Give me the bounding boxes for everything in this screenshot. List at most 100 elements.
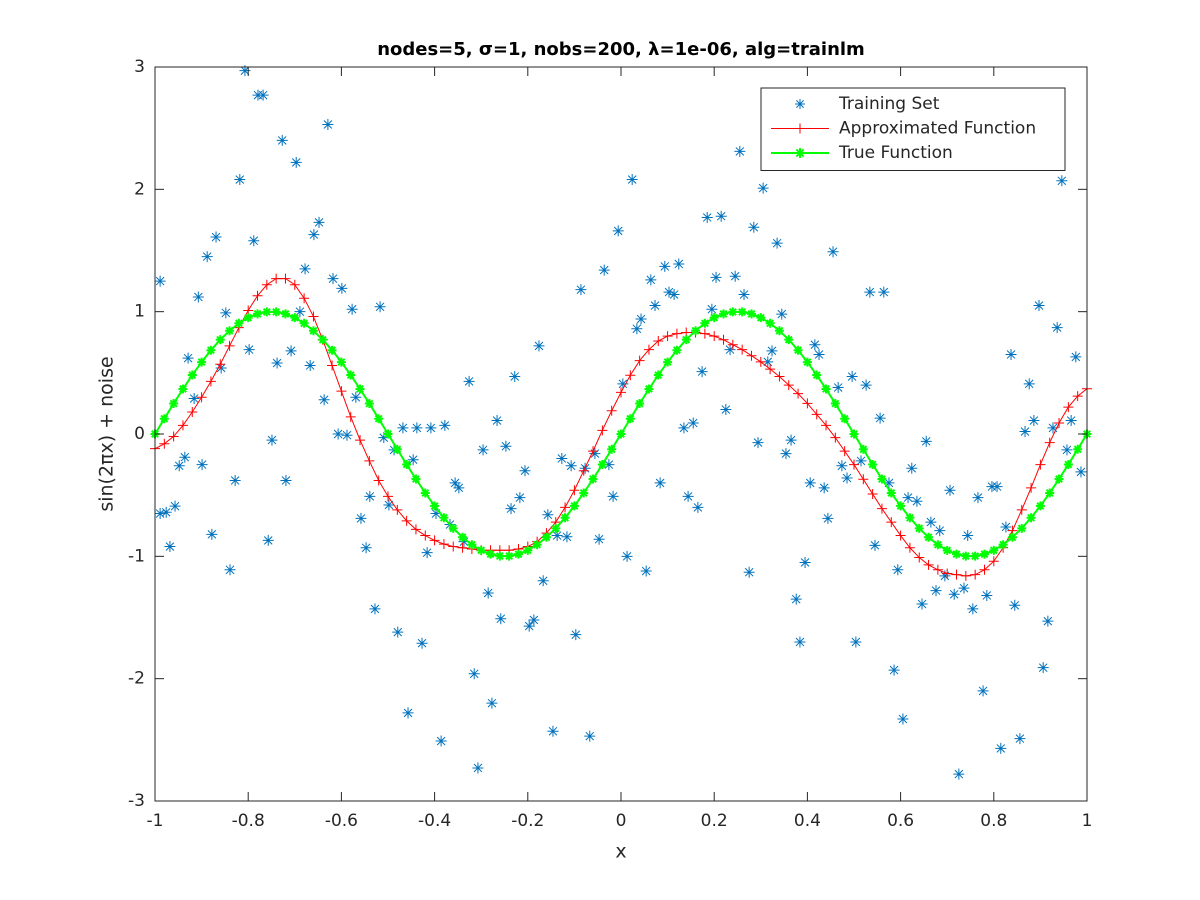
marker — [262, 534, 274, 546]
marker — [477, 444, 489, 456]
marker — [728, 307, 738, 317]
marker — [327, 345, 337, 355]
marker — [556, 452, 568, 464]
marker — [280, 273, 291, 284]
marker — [173, 460, 185, 472]
marker — [830, 432, 841, 443]
marker — [429, 535, 440, 546]
marker — [364, 399, 374, 409]
marker — [960, 570, 971, 581]
marker — [804, 477, 816, 489]
marker — [691, 326, 701, 336]
marker — [416, 637, 428, 649]
marker — [855, 455, 867, 467]
marker — [905, 513, 915, 523]
marker — [1035, 501, 1045, 511]
marker — [234, 174, 246, 186]
marker — [756, 313, 766, 323]
marker — [916, 598, 928, 610]
x-tick-label: -0.4 — [418, 811, 451, 831]
marker — [579, 488, 589, 498]
x-tick-label: -0.6 — [325, 811, 358, 831]
marker — [952, 549, 962, 559]
marker — [192, 291, 204, 303]
marker — [1047, 422, 1059, 434]
x-tick-label: 0.8 — [980, 811, 1007, 831]
marker — [210, 231, 222, 243]
marker — [783, 380, 794, 391]
marker — [332, 428, 344, 440]
marker — [448, 523, 458, 533]
marker — [229, 474, 241, 486]
marker — [500, 440, 512, 452]
marker — [392, 504, 403, 515]
marker — [463, 375, 475, 387]
marker — [178, 384, 188, 394]
marker — [154, 275, 166, 287]
marker — [616, 387, 626, 398]
marker — [672, 345, 682, 355]
marker — [869, 539, 881, 551]
marker — [612, 225, 624, 237]
marker — [948, 588, 960, 600]
marker — [547, 725, 559, 737]
marker — [793, 345, 803, 355]
marker — [449, 477, 461, 489]
marker — [942, 545, 952, 555]
marker — [164, 541, 176, 553]
y-tick-label: 3 — [134, 57, 145, 77]
marker — [411, 474, 421, 484]
marker — [746, 309, 756, 319]
marker — [906, 462, 918, 474]
marker — [355, 512, 367, 524]
marker — [420, 488, 430, 498]
y-tick-label: 0 — [134, 424, 145, 444]
marker — [920, 435, 932, 447]
marker — [934, 525, 946, 537]
x-tick-label: 0 — [616, 811, 627, 831]
marker — [645, 274, 657, 286]
marker — [1014, 733, 1026, 745]
marker — [774, 326, 784, 336]
marker — [1063, 402, 1074, 413]
marker — [1073, 444, 1083, 454]
legend-box — [760, 87, 1066, 171]
marker — [528, 614, 540, 626]
marker — [799, 556, 811, 568]
marker — [597, 459, 607, 469]
marker — [709, 331, 720, 342]
marker — [635, 399, 645, 409]
marker — [790, 593, 802, 605]
marker — [998, 540, 1008, 550]
marker — [849, 429, 859, 439]
marker — [308, 326, 318, 336]
marker — [336, 386, 347, 397]
marker — [1023, 378, 1035, 390]
marker — [644, 384, 654, 394]
marker — [970, 551, 980, 561]
marker — [988, 556, 999, 567]
marker — [678, 422, 690, 434]
marker — [410, 524, 421, 535]
marker — [774, 371, 785, 382]
marker — [280, 309, 290, 319]
y-tick-label: -1 — [128, 546, 145, 566]
marker — [252, 290, 263, 301]
marker — [261, 279, 272, 290]
marker — [584, 730, 596, 742]
marker — [346, 303, 358, 315]
marker — [1026, 482, 1037, 493]
marker — [671, 328, 682, 339]
marker — [654, 477, 666, 489]
marker — [1044, 437, 1055, 448]
marker — [299, 293, 310, 304]
marker — [472, 762, 484, 774]
marker — [294, 306, 306, 318]
marker — [569, 501, 579, 511]
marker — [989, 545, 999, 555]
marker — [710, 271, 722, 283]
marker — [643, 344, 654, 355]
marker — [276, 134, 288, 146]
marker — [318, 335, 328, 345]
marker — [743, 566, 755, 578]
